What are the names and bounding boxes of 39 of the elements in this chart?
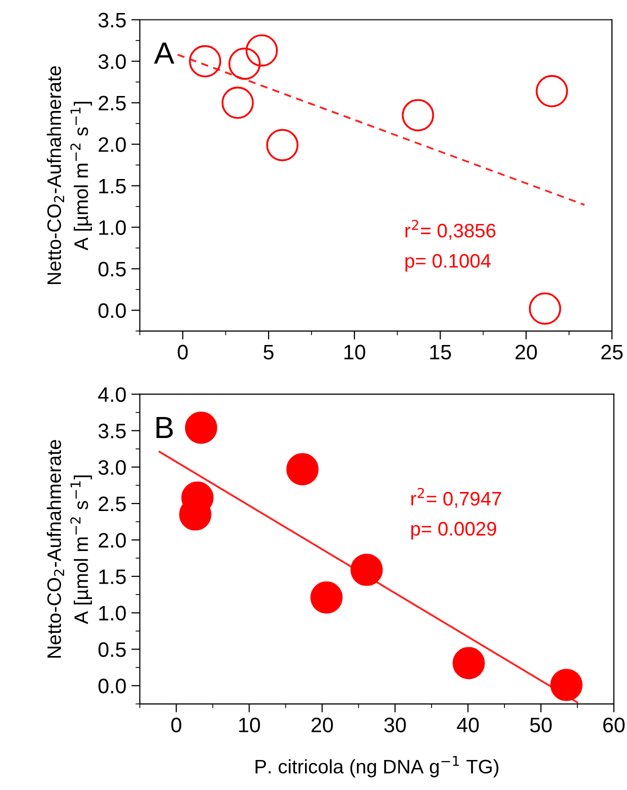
annotation: r$^{2}$= 0,7947 [411,488,502,508]
annotation: A [154,42,174,64]
annotation: r$^{2}$= 0,3856 [406,220,496,240]
y-tick-label: 2.5 [98,496,126,512]
y-axis-title: Netto-CO$_{2}$-Aufnahmerate A [µmol m$^{−2}$ s$^{−1}$] [46,66,92,284]
x-tick-label: 10 [239,718,260,732]
annotation: p= 0.0029 [411,522,496,540]
x-tick-label: 30 [384,718,406,732]
y-tick-label: 0.0 [98,303,126,318]
annotation: B [156,417,173,438]
y-tick-label: 0.0 [98,678,126,694]
y-tick-label: 1.5 [99,570,126,584]
x-tick-label: 10 [344,344,366,360]
y-tick-label: 1.0 [99,220,126,236]
x-tick-label: 60 [603,718,625,732]
y-tick-label: 0.5 [98,262,126,277]
y-tick-label: 4.0 [98,387,126,402]
y-tick-label: 3.0 [98,54,126,70]
y-tick-label: 3.5 [98,12,126,28]
y-tick-label: 3.5 [98,424,126,438]
annotation: p= 0.1004 [405,254,491,272]
x-tick-label: 50 [530,718,552,732]
x-tick-label: 0 [171,718,182,732]
x-tick-label: 40 [456,718,479,732]
x-axis-title: P. citricola (ng DNA g$^{−1}$ TG) [256,756,498,778]
y-tick-label: 1.0 [99,606,126,621]
x-tick-label: 20 [516,344,537,360]
y-tick-label: 1.5 [99,178,126,194]
x-tick-label: 15 [430,344,451,360]
x-tick-label: 5 [264,344,274,360]
x-tick-label: 20 [312,718,333,732]
x-tick-label: 0 [178,344,188,360]
y-tick-label: 2.0 [98,532,126,548]
y-tick-label: 3.0 [98,460,126,475]
y-tick-label: 2.0 [98,137,126,152]
y-axis-title: Netto-CO$_{2}$-Aufnahmerate A [µmol m$^{−2}$ s$^{−1}$] [46,440,92,658]
y-tick-label: 2.5 [98,96,126,111]
x-tick-label: 25 [601,344,623,360]
y-tick-label: 0.5 [98,642,126,657]
